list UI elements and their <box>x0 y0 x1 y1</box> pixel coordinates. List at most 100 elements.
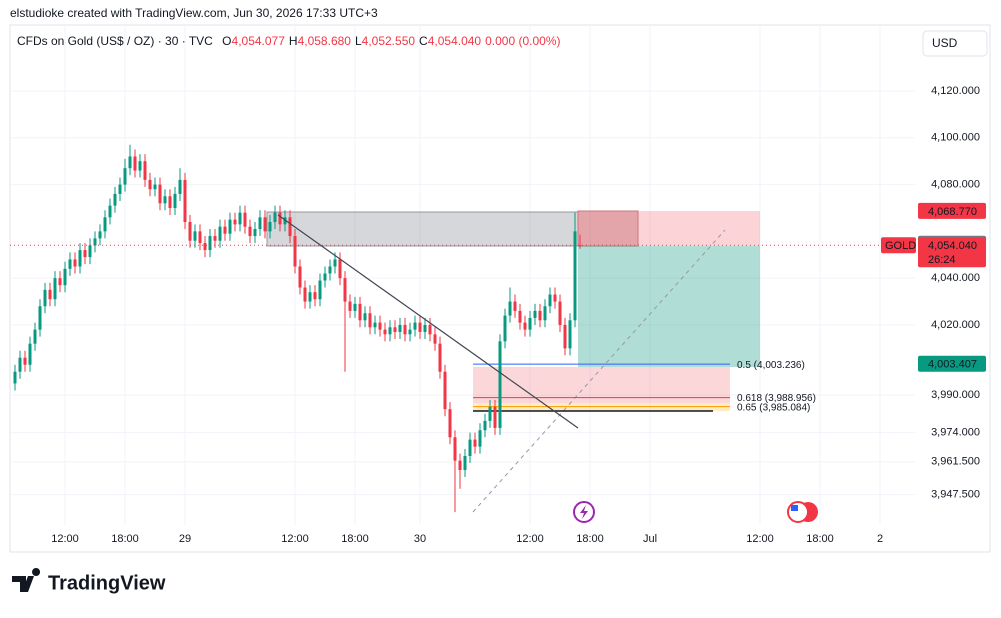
x-tick-label: 12:00 <box>746 533 774 545</box>
fib-trend <box>472 229 726 513</box>
ohlc-key: H <box>289 34 298 48</box>
candle-body <box>448 409 452 438</box>
candle-body <box>398 324 402 332</box>
x-tick-label: 30 <box>414 533 426 545</box>
candle-body <box>28 343 32 365</box>
candle-body <box>563 324 567 349</box>
currency[interactable]: USD <box>932 36 958 50</box>
candle-body <box>43 289 47 307</box>
x-tick-label: 12:00 <box>51 533 79 545</box>
candle-body <box>258 217 262 230</box>
candle-body <box>253 229 257 237</box>
candle-body <box>283 217 287 225</box>
candle-body <box>333 259 337 267</box>
trend-line <box>277 214 579 429</box>
candle-body <box>543 306 547 321</box>
candle-body <box>523 322 527 330</box>
candle-body <box>353 303 357 311</box>
candle-body <box>238 212 242 225</box>
candle-body <box>298 266 302 288</box>
candle-body <box>188 222 192 241</box>
candle-body <box>203 243 207 251</box>
candle-body <box>503 315 507 342</box>
candle-body <box>23 357 27 365</box>
y-tick-label: 4,100.000 <box>931 132 980 144</box>
grid <box>10 25 915 525</box>
fib-label: 0.618 (3,988.956) <box>737 393 816 404</box>
candle-body <box>183 179 187 223</box>
candle-body <box>208 236 212 251</box>
ohlc-value: 4,058.680 <box>298 34 352 48</box>
ohlc-key: L <box>355 34 362 48</box>
x-tick-label: 29 <box>179 533 191 545</box>
change: 0.000 (0.00%) <box>485 34 560 48</box>
x-tick-label: 18:00 <box>341 533 369 545</box>
candle-body <box>38 306 42 330</box>
candle-body <box>158 184 162 204</box>
y-tick-label: 3,990.000 <box>931 389 980 401</box>
candle-body <box>93 238 97 246</box>
price-badge <box>918 355 986 372</box>
candle-body <box>498 341 502 428</box>
candle-body <box>428 324 432 335</box>
candle-body <box>308 292 312 302</box>
candle-body <box>263 217 267 232</box>
candle-body <box>68 259 72 269</box>
price-badge <box>918 202 986 219</box>
flag-canton <box>791 505 798 511</box>
candle-body <box>573 231 577 321</box>
candle-body <box>508 301 512 316</box>
candle-body <box>483 420 487 431</box>
candle-body <box>198 231 202 244</box>
candle-body <box>108 205 112 218</box>
candle-body <box>378 322 382 330</box>
candle-body <box>423 324 427 332</box>
fib-levels: 0.5 (4,003.236) 0.618 (3,988.956)0.65 (3,… <box>473 360 816 413</box>
x-tick-label: 12:00 <box>281 533 309 545</box>
candle-body <box>403 324 407 335</box>
ohlc-key: C <box>419 34 428 48</box>
candle-body <box>288 217 292 237</box>
candle-body <box>348 301 352 311</box>
candle-body <box>133 156 137 171</box>
candle-body <box>318 280 322 300</box>
candle-body <box>513 301 517 311</box>
candles <box>13 144 582 513</box>
credit: elstudioke created with TradingView.com,… <box>10 6 378 20</box>
candle-body <box>468 439 472 456</box>
symbol: CFDs on Gold (US$ / OZ) · 30 · TVC <box>17 34 213 48</box>
axes: 4,120.000 4,100.000 4,080.000 4,040.000 4,02… <box>51 85 980 545</box>
last-price-label: 4,054.040 <box>928 240 977 252</box>
candle-body <box>123 168 127 185</box>
candle-body <box>63 268 67 286</box>
y-tick-label: 4,040.000 <box>931 272 980 284</box>
y-tick-label: 4,020.000 <box>931 319 980 331</box>
candle-body <box>248 226 252 237</box>
y-tick-label: 3,961.500 <box>931 456 980 468</box>
candle-body <box>78 250 82 267</box>
x-tick-label: 18:00 <box>576 533 604 545</box>
candle-body <box>443 371 447 410</box>
candle-body <box>568 320 572 349</box>
candle-body <box>233 219 237 225</box>
candle-body <box>478 430 482 447</box>
y-tick-label: 3,974.000 <box>931 426 980 438</box>
range-box <box>266 211 579 247</box>
y-tick-label: 4,120.000 <box>931 85 980 97</box>
ohlc-value: 4,054.040 <box>428 34 482 48</box>
fib-zone <box>473 367 730 403</box>
candle-body <box>418 322 422 332</box>
candle-body <box>578 245 582 247</box>
candle-body <box>473 439 477 447</box>
currency-button[interactable] <box>922 30 988 57</box>
price-badges: 4,068.7704,054.7174,003.407GOLD4,054.040… <box>881 202 986 372</box>
candle-body <box>413 322 417 330</box>
legend: CFDs on Gold (US$ / OZ) · 30 · TVC O4,05… <box>17 34 561 48</box>
candle-body <box>48 289 52 300</box>
candle-body <box>383 329 387 335</box>
candle-body <box>98 231 102 239</box>
chart-frame <box>9 24 991 553</box>
candle-body <box>433 334 437 344</box>
